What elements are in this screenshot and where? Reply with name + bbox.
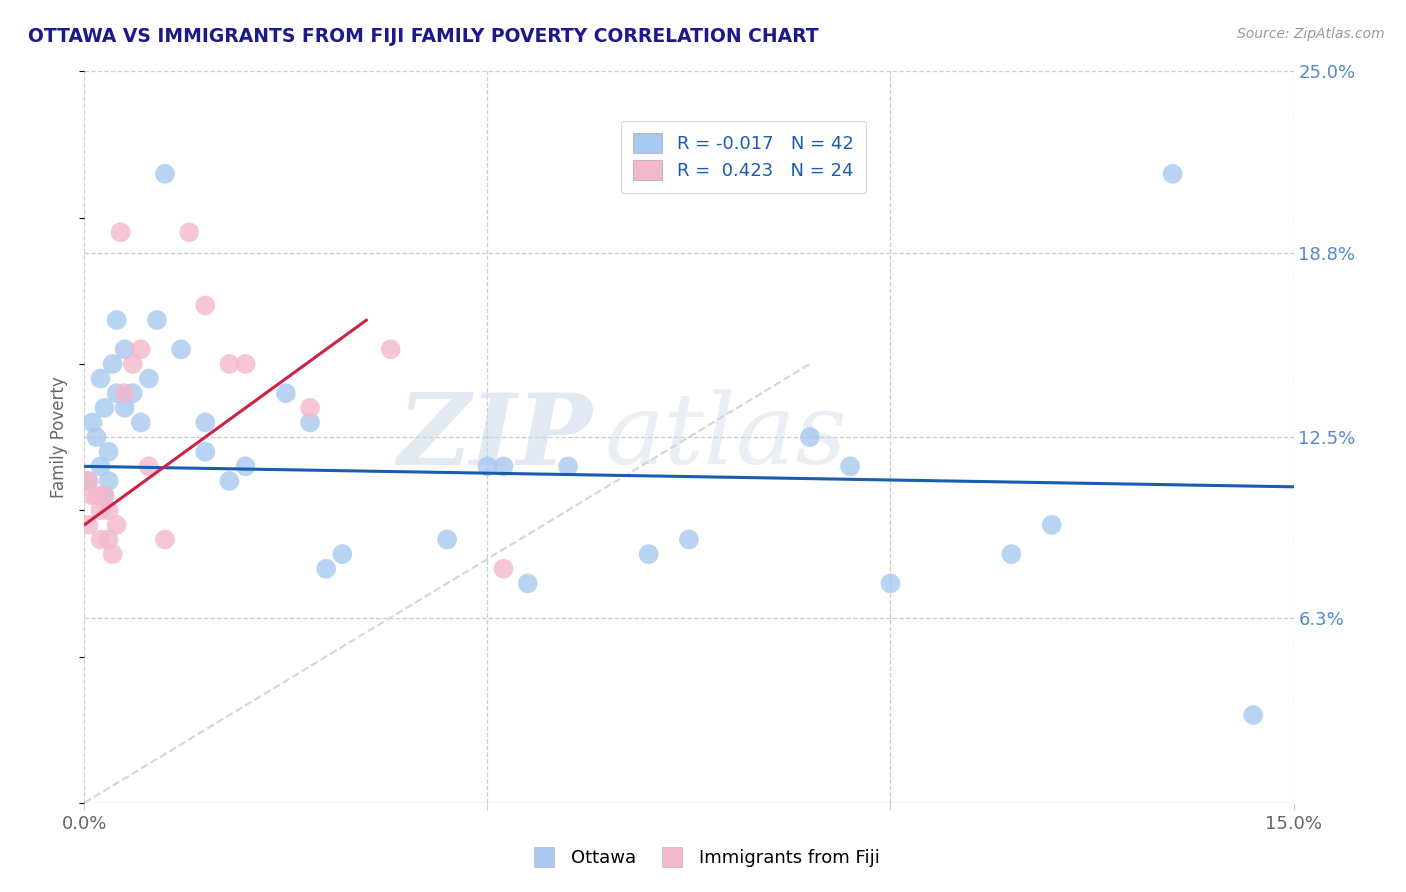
Point (1000, 547, 1022, 561)
Point (101, 547, 124, 561)
Point (1241, 708, 1264, 723)
Point (194, 298, 217, 312)
Point (436, 533, 458, 547)
Point (138, 459, 160, 474)
Point (179, 225, 201, 239)
Point (380, 343, 402, 357)
Point (82, 416, 104, 430)
Point (105, 386, 128, 401)
Point (153, 533, 176, 547)
Point (121, 386, 143, 401)
Point (86, 489, 108, 503)
Point (114, 401, 136, 415)
Legend: Ottawa, Immigrants from Fiji: Ottawa, Immigrants from Fiji (519, 842, 887, 874)
Point (97, 444, 120, 458)
Point (105, 313, 128, 327)
Legend: R = -0.017   N = 42, R =  0.423   N = 24: R = -0.017 N = 42, R = 0.423 N = 24 (620, 120, 866, 193)
Point (121, 357, 143, 371)
Point (170, 343, 193, 357)
Point (101, 357, 124, 371)
Point (1040, 517, 1063, 532)
Point (477, 459, 499, 474)
Point (299, 416, 322, 430)
Point (330, 547, 353, 561)
Y-axis label: Family Poverty: Family Poverty (51, 376, 69, 498)
Point (879, 576, 901, 591)
Point (97, 503, 120, 517)
Point (492, 459, 515, 474)
Point (89, 533, 111, 547)
Point (637, 547, 659, 561)
Point (799, 430, 821, 444)
Point (114, 343, 136, 357)
Point (97, 533, 120, 547)
Text: ZIP: ZIP (398, 389, 592, 485)
Text: atlas: atlas (605, 390, 846, 484)
Point (194, 444, 217, 458)
Point (299, 401, 322, 415)
Point (492, 562, 515, 576)
Point (516, 576, 538, 591)
Point (77, 517, 100, 532)
Point (89, 503, 111, 517)
Point (77, 474, 100, 488)
Point (97, 474, 120, 488)
Point (93, 489, 115, 503)
Point (129, 343, 152, 357)
Point (89, 371, 111, 385)
Point (77, 474, 100, 488)
Point (110, 225, 132, 239)
Point (89, 459, 111, 474)
Point (1161, 167, 1184, 181)
Point (194, 416, 217, 430)
Point (146, 313, 169, 327)
Point (218, 474, 240, 488)
Point (114, 386, 136, 401)
Point (678, 533, 700, 547)
Point (138, 371, 160, 385)
Point (129, 416, 152, 430)
Point (315, 562, 337, 576)
Point (235, 459, 257, 474)
Text: OTTAWA VS IMMIGRANTS FROM FIJI FAMILY POVERTY CORRELATION CHART: OTTAWA VS IMMIGRANTS FROM FIJI FAMILY PO… (28, 27, 818, 45)
Point (153, 167, 176, 181)
Point (557, 459, 579, 474)
Point (839, 459, 862, 474)
Point (93, 489, 115, 503)
Point (105, 517, 128, 532)
Point (218, 357, 240, 371)
Point (93, 401, 115, 415)
Point (274, 386, 297, 401)
Text: Source: ZipAtlas.com: Source: ZipAtlas.com (1237, 27, 1385, 41)
Point (82, 489, 104, 503)
Point (235, 357, 257, 371)
Point (86, 430, 108, 444)
